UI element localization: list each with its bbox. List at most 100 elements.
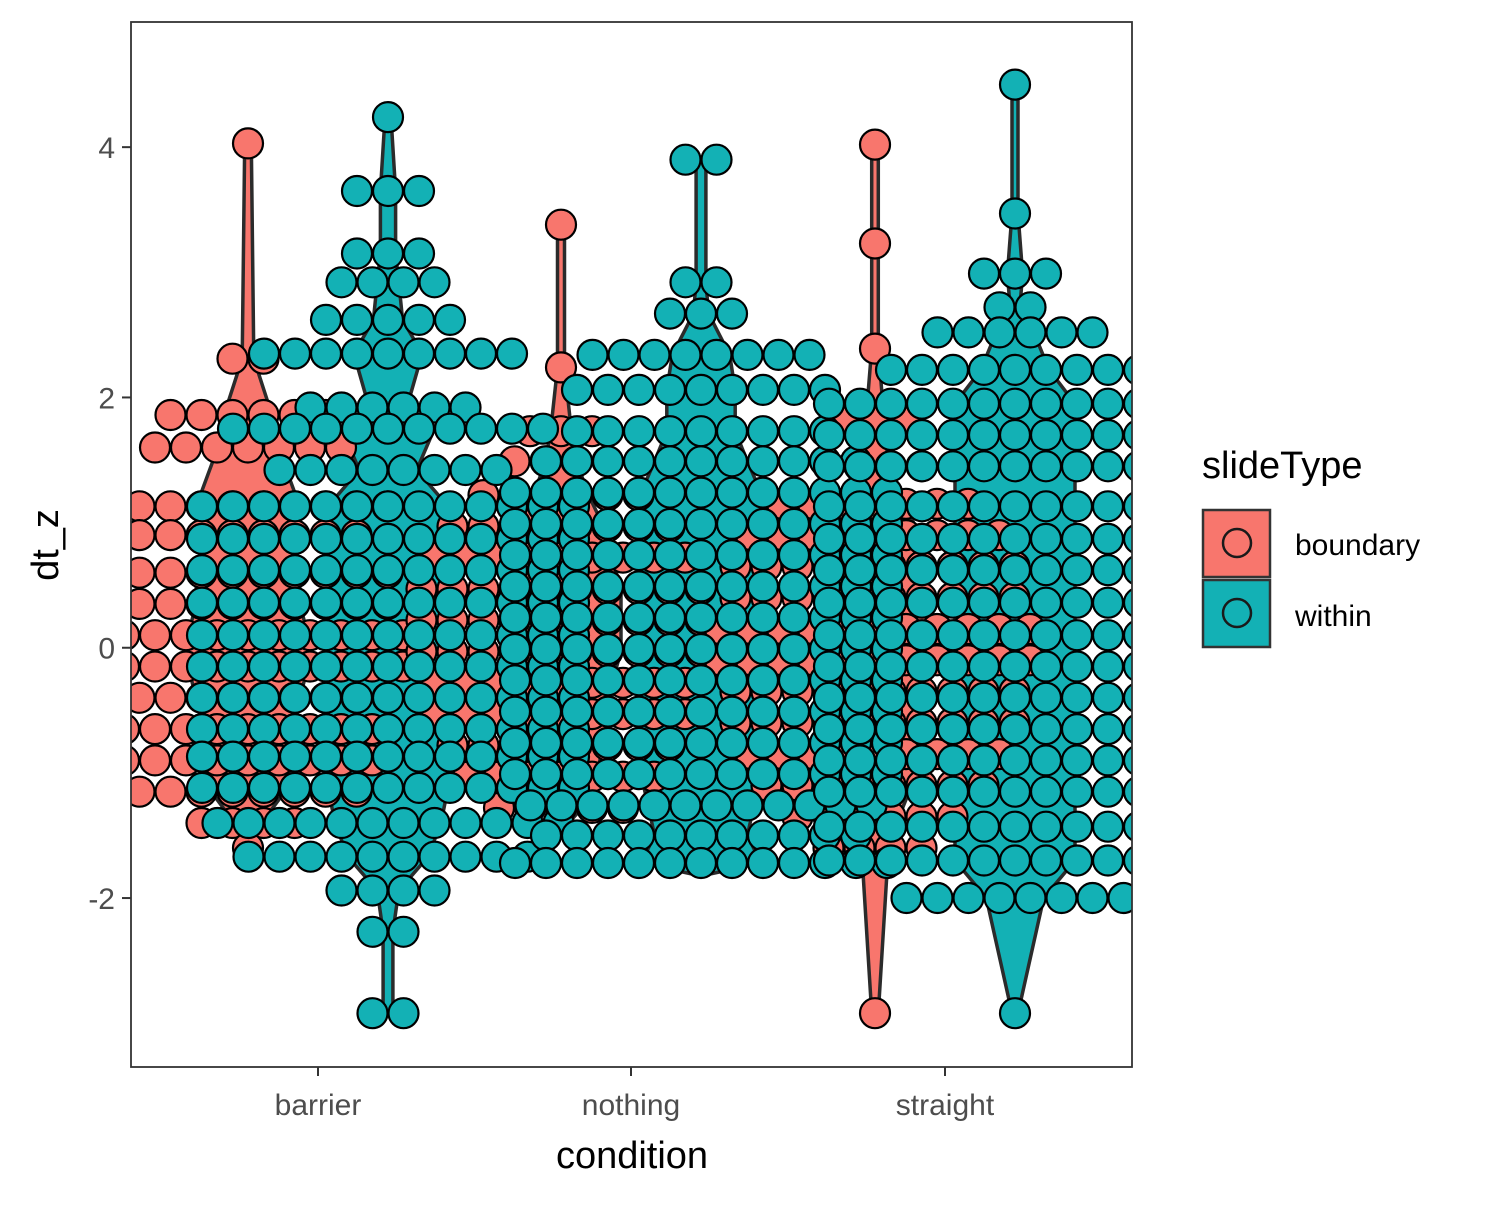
dot-within-barrier — [216, 586, 250, 619]
dot-within-nothing — [746, 846, 780, 880]
dot-within-barrier — [418, 806, 451, 840]
dot-within-straight — [1060, 810, 1094, 843]
dot-within-barrier — [402, 554, 436, 587]
dot-within-barrier — [371, 586, 405, 619]
dot-within-nothing — [622, 846, 656, 880]
dot-within-straight — [998, 387, 1032, 420]
dot-within-nothing — [591, 445, 625, 478]
dot-within-barrier — [309, 619, 343, 652]
dot-within-nothing — [746, 601, 780, 634]
dot-within-straight — [1060, 650, 1094, 683]
dot-within-barrier — [309, 740, 343, 773]
dot-within-straight — [905, 490, 939, 523]
dot-within-straight — [1029, 712, 1063, 746]
dot-within-barrier — [371, 619, 405, 652]
dot-within-nothing — [560, 415, 594, 448]
dot-within-straight — [843, 844, 877, 877]
dot-within-barrier — [433, 740, 467, 773]
dot-within-barrier — [371, 303, 405, 336]
dot-within-straight — [1029, 681, 1063, 714]
dot-within-barrier — [340, 554, 374, 587]
dot-within-barrier — [464, 681, 498, 714]
dot-within-barrier — [325, 806, 358, 840]
dot-within-straight — [936, 586, 970, 619]
dot-within-barrier — [185, 586, 219, 619]
dot-within-nothing — [560, 695, 594, 728]
dot-within-barrier — [464, 337, 498, 370]
dot-within-barrier — [526, 412, 560, 445]
dot-within-straight — [890, 881, 923, 915]
dot-within-nothing — [777, 415, 811, 448]
dot-within-nothing — [560, 507, 594, 541]
dot-within-barrier — [418, 453, 451, 487]
dot-within-straight — [905, 681, 939, 714]
dot-within-straight — [1029, 650, 1063, 683]
dot-within-barrier — [278, 586, 312, 619]
dot-within-straight — [874, 775, 908, 808]
x-axis-title: condition — [556, 1135, 708, 1177]
dot-within-barrier — [387, 997, 420, 1030]
dot-within-nothing — [498, 570, 532, 603]
dot-within-straight — [1091, 619, 1125, 652]
dot-within-nothing — [746, 538, 780, 572]
dot-within-nothing — [653, 538, 687, 572]
dot-within-nothing — [529, 664, 563, 697]
dot-within-barrier — [325, 840, 358, 873]
dot-within-barrier — [433, 681, 467, 714]
dot-within-nothing — [560, 445, 594, 478]
dot-within-straight — [998, 619, 1032, 652]
dot-within-barrier — [309, 554, 343, 587]
dot-within-nothing — [576, 338, 609, 371]
dot-within-nothing — [777, 726, 811, 760]
dot-within-barrier — [294, 806, 327, 840]
dot-within-barrier — [340, 237, 374, 270]
dot-within-nothing — [622, 726, 656, 760]
dot-within-straight — [1122, 451, 1132, 481]
dot-within-barrier — [340, 619, 374, 652]
dot-boundary-barrier — [154, 775, 187, 808]
dot-within-straight — [874, 810, 908, 843]
dot-within-straight — [812, 844, 846, 877]
dot-within-barrier — [232, 806, 265, 840]
dot-boundary-straight — [858, 332, 892, 365]
dot-within-straight — [1122, 652, 1132, 681]
dot-within-straight — [967, 450, 1001, 483]
dot-within-barrier — [402, 522, 436, 556]
dot-within-barrier — [216, 619, 250, 652]
dot-boundary-barrier — [154, 556, 187, 589]
dot-within-nothing — [684, 632, 718, 666]
dot-within-barrier — [247, 586, 281, 619]
dot-layer — [131, 68, 1132, 1030]
dot-within-nothing — [622, 664, 656, 697]
dot-within-straight — [812, 619, 846, 652]
dot-within-barrier — [185, 522, 219, 556]
dot-boundary-nothing — [544, 351, 578, 384]
dot-within-nothing — [700, 266, 733, 299]
dot-within-nothing — [653, 601, 687, 634]
dot-within-nothing — [684, 726, 718, 760]
dot-within-barrier — [433, 619, 467, 652]
dot-within-straight — [998, 257, 1032, 290]
dot-within-nothing — [591, 601, 625, 634]
dot-within-straight — [874, 490, 908, 523]
dot-within-nothing — [529, 538, 563, 572]
dot-within-barrier — [464, 522, 498, 556]
dot-within-straight — [998, 522, 1032, 556]
dot-within-nothing — [746, 445, 780, 478]
dot-within-straight — [812, 522, 846, 556]
dot-within-barrier — [418, 266, 451, 299]
dot-within-barrier — [402, 303, 436, 336]
dot-within-nothing — [653, 695, 687, 728]
dot-within-barrier — [356, 806, 389, 840]
dot-within-nothing — [607, 789, 640, 822]
dot-within-barrier — [278, 619, 312, 652]
dot-boundary-straight — [858, 997, 892, 1030]
dot-within-barrier — [433, 771, 467, 805]
dot-within-straight — [967, 522, 1001, 556]
dot-within-nothing — [529, 570, 563, 603]
dot-within-nothing — [498, 846, 532, 880]
dot-within-nothing — [684, 373, 718, 406]
dot-within-barrier — [371, 412, 405, 445]
dot-within-barrier — [387, 453, 420, 487]
dot-within-nothing — [622, 445, 656, 478]
